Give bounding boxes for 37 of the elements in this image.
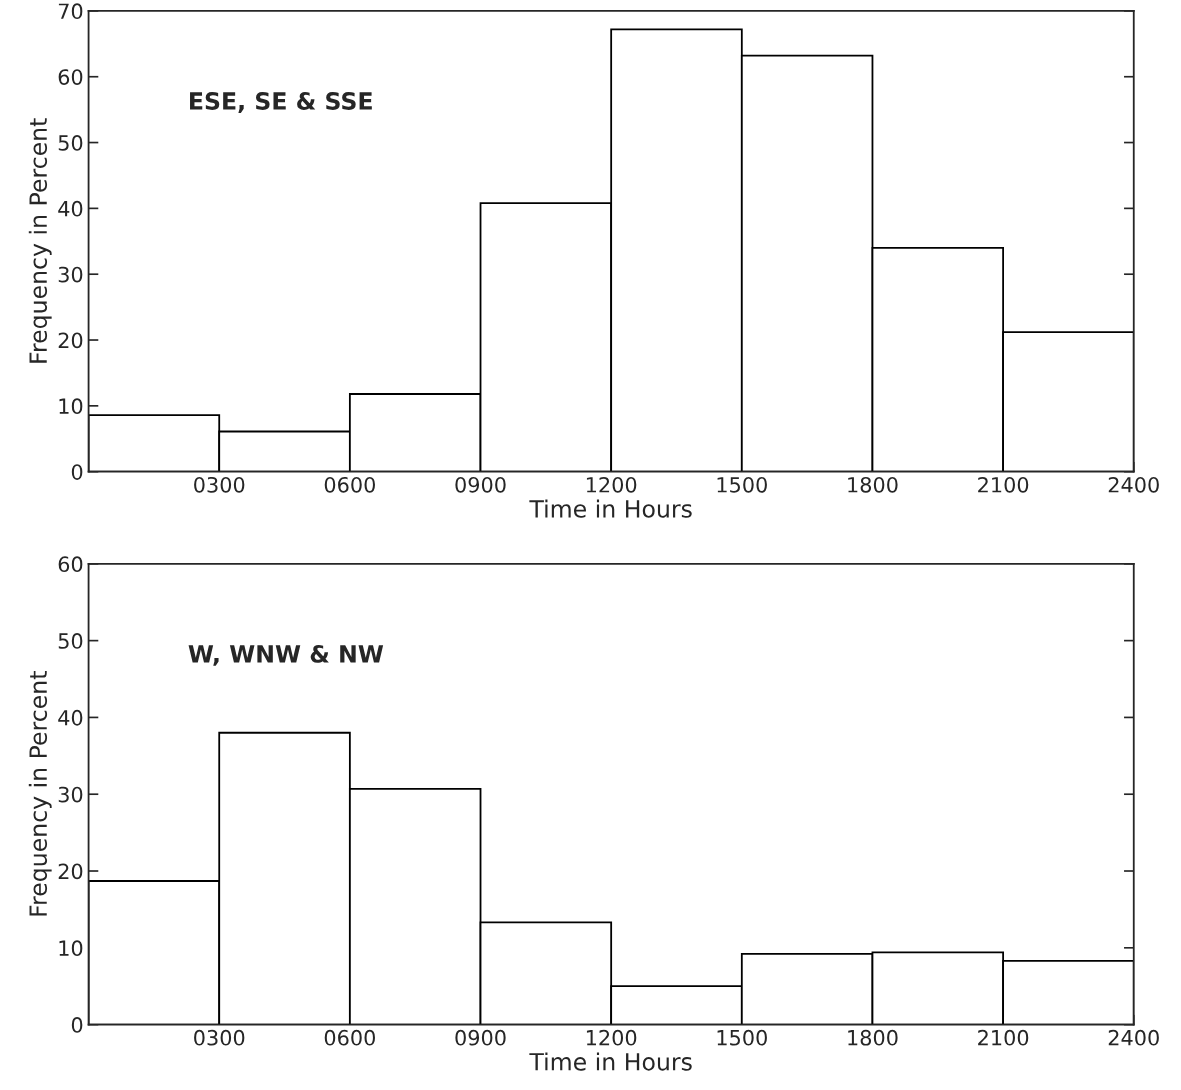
x-tick-label: 1500 [717,476,767,493]
x-tick-label: 0900 [455,476,506,493]
y-tick-label: 30 [58,266,83,283]
y-tick-label: 10 [59,940,83,957]
annotation: ESE, SE & SSE [190,92,372,113]
x-tick-label: 2400 [1108,1029,1159,1046]
x-tick-label: 0600 [324,1029,375,1046]
y-tick-label: 10 [59,398,83,415]
y-tick-label: 70 [58,3,83,20]
x-tick-label: 2400 [1108,476,1159,493]
x-tick-label: 2100 [978,1029,1029,1046]
y-tick-label: 0 [71,464,83,480]
x-tick-label: 1800 [848,476,898,493]
y-axis-title: Frequency in Percent [28,671,52,916]
x-tick-label: 0900 [455,1029,506,1046]
x-tick-label: 1200 [586,476,637,493]
x-tick-label: 0600 [324,476,375,493]
y-tick-label: 30 [58,786,83,803]
y-tick-label: 50 [58,135,83,151]
y-tick-label: 40 [58,200,83,217]
x-tick-label: 0300 [194,476,245,493]
y-tick-label: 60 [58,69,83,85]
y-tick-label: 0 [71,1017,83,1033]
x-tick-label: 1200 [586,1029,637,1046]
y-tick-label: 20 [58,863,83,880]
y-tick-label: 50 [58,633,83,649]
x-tick-label: 2100 [978,476,1029,493]
x-tick-label: 1500 [717,1029,767,1046]
y-tick-label: 60 [58,556,83,573]
x-tick-label: 1800 [848,1029,898,1046]
y-axis-title: Frequency in Percent [28,118,52,363]
y-tick-label: 20 [58,332,83,349]
y-tick-label: 40 [58,709,83,726]
x-tick-label: 0300 [194,1029,245,1046]
x-axis-title: Time in Hours [529,499,692,518]
annotation: W, WNW & NW [188,644,384,666]
x-axis-title: Time in Hours [529,1052,692,1071]
